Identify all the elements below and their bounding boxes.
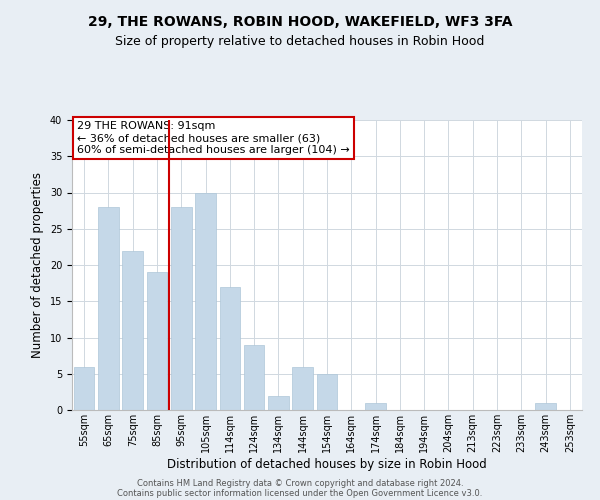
Bar (195, 192, 216, 410)
Y-axis label: Number of detached properties: Number of detached properties (31, 172, 44, 358)
Bar (74, 366, 94, 410)
Bar (220, 287, 240, 410)
Text: Contains public sector information licensed under the Open Government Licence v3: Contains public sector information licen… (118, 488, 482, 498)
Bar (535, 403, 556, 410)
Text: Size of property relative to detached houses in Robin Hood: Size of property relative to detached ho… (115, 35, 485, 48)
Bar (146, 272, 167, 410)
Text: 29, THE ROWANS, ROBIN HOOD, WAKEFIELD, WF3 3FA: 29, THE ROWANS, ROBIN HOOD, WAKEFIELD, W… (88, 15, 512, 29)
Bar (98, 207, 119, 410)
Bar (122, 250, 143, 410)
Text: Contains HM Land Registry data © Crown copyright and database right 2024.: Contains HM Land Registry data © Crown c… (137, 478, 463, 488)
Bar (171, 207, 191, 410)
Bar (268, 396, 289, 410)
Text: 29 THE ROWANS: 91sqm
← 36% of detached houses are smaller (63)
60% of semi-detac: 29 THE ROWANS: 91sqm ← 36% of detached h… (77, 122, 350, 154)
Bar (317, 374, 337, 410)
Bar (365, 403, 386, 410)
Bar (244, 345, 265, 410)
X-axis label: Distribution of detached houses by size in Robin Hood: Distribution of detached houses by size … (167, 458, 487, 470)
Bar (292, 366, 313, 410)
